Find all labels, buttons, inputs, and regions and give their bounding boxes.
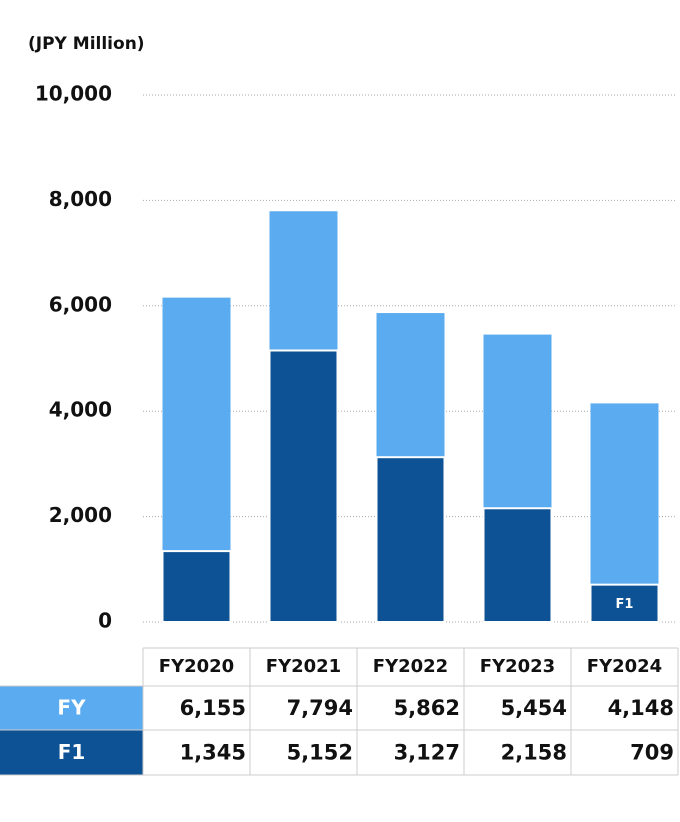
table-value: 3,127 <box>394 741 460 765</box>
bar <box>482 507 553 624</box>
table-value: 5,152 <box>287 741 353 765</box>
bar <box>589 583 660 623</box>
y-tick-label: 2,000 <box>49 503 112 527</box>
table-value: 7,794 <box>287 696 353 720</box>
table-value: 2,158 <box>501 741 567 765</box>
bar <box>375 456 446 623</box>
legend-cell <box>0 686 143 730</box>
table-header: FY2020 <box>159 656 234 677</box>
table-header: FY2022 <box>373 656 448 677</box>
table-header: FY2021 <box>266 656 341 677</box>
bar <box>268 349 339 623</box>
table-value: 5,454 <box>501 696 567 720</box>
y-tick-label: 6,000 <box>49 292 112 316</box>
legend-label: FY <box>57 696 86 720</box>
table-header: FY2023 <box>480 656 555 677</box>
y-tick-label: 0 <box>98 609 112 633</box>
y-tick-label: 8,000 <box>49 187 112 211</box>
bar-series-label: F1 <box>616 597 634 612</box>
y-tick-label: 10,000 <box>35 82 112 106</box>
table-value: 709 <box>630 741 674 765</box>
legend-label: F1 <box>58 740 86 764</box>
table-value: 6,155 <box>180 696 246 720</box>
table-value: 5,862 <box>394 696 460 720</box>
table-value: 4,148 <box>608 696 674 720</box>
bar <box>161 550 232 624</box>
table-header: FY2024 <box>587 656 662 677</box>
axis-unit: (JPY Million) <box>28 34 145 54</box>
legend-cell <box>0 730 143 775</box>
table-value: 1,345 <box>180 741 246 765</box>
y-tick-label: 4,000 <box>49 398 112 422</box>
